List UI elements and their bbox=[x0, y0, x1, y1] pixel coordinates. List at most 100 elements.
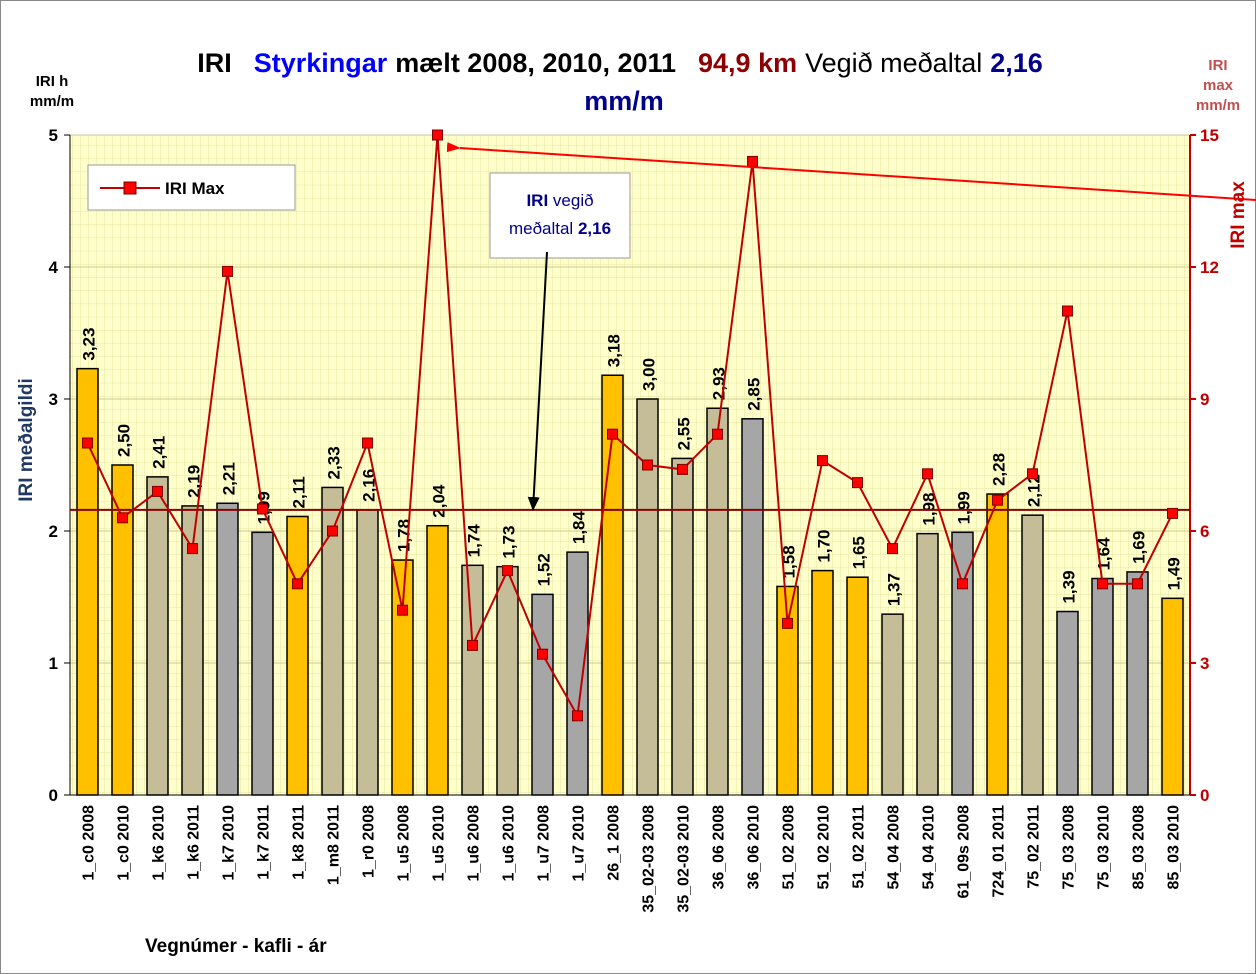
annotation-part: vegið bbox=[553, 191, 594, 210]
chart-title: mm/m bbox=[584, 86, 664, 116]
x-tick-label: 26_1 2008 bbox=[606, 805, 623, 881]
x-tick-label: 54_04 2008 bbox=[886, 805, 903, 890]
data-label: 2,21 bbox=[220, 462, 239, 495]
marker bbox=[1062, 305, 1073, 317]
marker bbox=[607, 428, 618, 440]
data-label: 1,73 bbox=[500, 526, 519, 559]
marker bbox=[992, 494, 1003, 506]
x-tick-label: 1_k8 2011 bbox=[291, 805, 308, 880]
marker bbox=[327, 525, 338, 537]
data-label: 1,84 bbox=[570, 510, 589, 544]
y-tick-label: 4 bbox=[49, 258, 59, 277]
y-axis-title: mm/m bbox=[30, 93, 74, 110]
y-tick-label: 5 bbox=[49, 126, 58, 145]
marker bbox=[292, 578, 303, 590]
bar bbox=[461, 564, 484, 796]
arrow bbox=[527, 251, 548, 511]
bar bbox=[496, 565, 519, 796]
x-tick-label: 1_u5 2010 bbox=[431, 805, 448, 882]
data-label: 1,78 bbox=[395, 519, 414, 552]
x-tick-label: 1_u7 2008 bbox=[536, 805, 553, 882]
marker bbox=[257, 503, 268, 515]
x-tick-label: 75_03 2010 bbox=[1096, 805, 1113, 890]
y2-axis-title: IRI bbox=[1208, 57, 1227, 74]
data-label: 1,52 bbox=[535, 553, 554, 586]
x-tick-label: 1_m8 2011 bbox=[326, 805, 343, 885]
bar bbox=[251, 531, 274, 796]
x-tick-label: 1_c0 2008 bbox=[81, 805, 98, 881]
title-part: IRI bbox=[197, 48, 232, 78]
y2-tick-label: 3 bbox=[1200, 654, 1209, 673]
bar bbox=[391, 559, 414, 796]
data-label: 2,55 bbox=[675, 417, 694, 450]
bar bbox=[916, 532, 939, 796]
annotation: IRI vegið bbox=[526, 191, 593, 210]
x-tick-label: 85_03 2010 bbox=[1166, 805, 1183, 890]
marker bbox=[957, 578, 968, 590]
data-label: 3,18 bbox=[605, 334, 624, 367]
data-label: 1,70 bbox=[815, 530, 834, 563]
bar bbox=[146, 476, 169, 796]
annotation-part: meðaltal bbox=[509, 219, 573, 238]
x-axis-title: Vegnúmer - kafli - ár bbox=[145, 936, 327, 957]
marker bbox=[1027, 468, 1038, 480]
y-axis-title: IRI h bbox=[36, 73, 69, 90]
y-tick-label: 2 bbox=[49, 522, 58, 541]
annotation-box bbox=[489, 172, 631, 259]
y2-tick-label: 0 bbox=[1200, 786, 1209, 805]
data-label: 2,28 bbox=[990, 453, 1009, 486]
title-part: mælt 2008, 2010, 2011 bbox=[395, 48, 676, 78]
y2-axis-title: IRI max bbox=[1228, 181, 1249, 249]
x-tick-label: 35_02-03 2008 bbox=[641, 805, 658, 913]
marker bbox=[642, 459, 653, 471]
bar bbox=[706, 407, 729, 796]
marker bbox=[537, 648, 548, 660]
bar bbox=[1091, 577, 1114, 796]
marker bbox=[572, 710, 583, 722]
data-label: 1,74 bbox=[465, 524, 484, 558]
marker bbox=[117, 512, 128, 524]
data-label: 2,11 bbox=[290, 476, 309, 508]
marker bbox=[887, 543, 898, 555]
marker bbox=[467, 639, 478, 651]
bar bbox=[1161, 597, 1184, 796]
x-tick-label: 35_02-03 2010 bbox=[676, 805, 693, 913]
y-tick-label: 1 bbox=[49, 654, 58, 673]
data-label: 2,41 bbox=[150, 436, 169, 469]
marker bbox=[1097, 578, 1108, 590]
x-tick-label: 61_09s 2008 bbox=[956, 805, 973, 899]
y-tick-label: 3 bbox=[49, 390, 58, 409]
data-label: 2,85 bbox=[745, 378, 764, 411]
annotation-part: IRI bbox=[526, 191, 548, 210]
marker bbox=[1132, 578, 1143, 590]
data-label: 2,50 bbox=[115, 424, 134, 457]
bar bbox=[1126, 571, 1149, 796]
marker bbox=[187, 543, 198, 555]
x-tick-label: 1_k6 2010 bbox=[151, 805, 168, 881]
bar bbox=[1021, 514, 1044, 796]
bar bbox=[426, 524, 449, 796]
marker bbox=[82, 437, 93, 449]
marker bbox=[712, 428, 723, 440]
data-label: 3,00 bbox=[640, 358, 659, 391]
x-tick-label: 724_01 2011 bbox=[991, 805, 1008, 898]
x-tick-label: 75_02 2011 bbox=[1026, 805, 1043, 889]
marker bbox=[502, 565, 513, 577]
marker bbox=[817, 455, 828, 467]
marks: 012345036912153,232,502,412,192,211,992,… bbox=[49, 126, 1219, 913]
data-label: 2,12 bbox=[1025, 474, 1044, 507]
title-part: Styrkingar bbox=[254, 48, 388, 78]
y-tick-label: 0 bbox=[49, 786, 58, 805]
y2-tick-label: 9 bbox=[1200, 390, 1209, 409]
title-part: 94,9 km bbox=[698, 48, 797, 78]
marker bbox=[747, 155, 758, 167]
arrow bbox=[446, 142, 1256, 201]
data-label: 1,37 bbox=[885, 573, 904, 606]
x-tick-label: 1_k7 2010 bbox=[221, 805, 238, 881]
data-label: 1,39 bbox=[1060, 570, 1079, 603]
marker bbox=[852, 477, 863, 489]
line bbox=[86, 134, 1174, 719]
data-label: 2,33 bbox=[325, 446, 344, 479]
data-label: 2,19 bbox=[185, 465, 204, 498]
x-tick-label: 54_04 2010 bbox=[921, 805, 938, 890]
